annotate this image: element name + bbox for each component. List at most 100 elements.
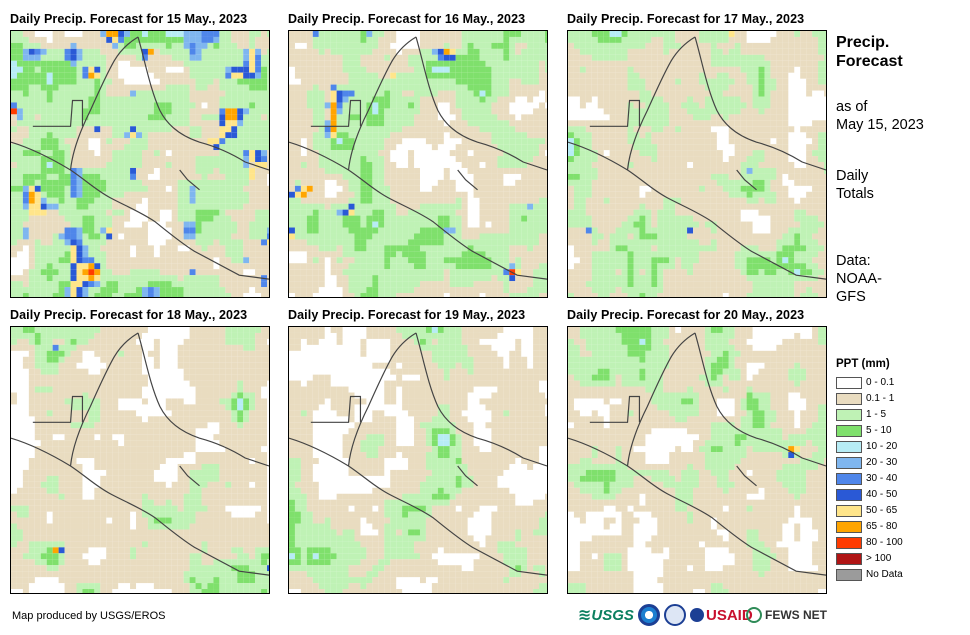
precip-cell: [289, 281, 295, 288]
precip-cell: [639, 48, 646, 55]
precip-cell: [124, 108, 131, 115]
precip-cell: [503, 203, 510, 210]
precip-cell: [189, 239, 196, 246]
precip-cell: [764, 114, 771, 121]
precip-cell: [573, 72, 580, 79]
precip-cell: [243, 156, 250, 163]
precip-cell: [28, 263, 35, 270]
precip-cell: [657, 156, 664, 163]
precip-cell: [663, 203, 670, 210]
precip-cell: [527, 84, 534, 91]
precip-cell: [479, 102, 486, 109]
precip-cell: [728, 42, 735, 49]
precip-cell: [734, 156, 741, 163]
precip-cell: [621, 215, 628, 222]
precip-cell: [408, 102, 415, 109]
precip-cell: [112, 120, 119, 127]
precip-cell: [384, 120, 391, 127]
precip-cell: [153, 257, 160, 264]
precip-cell: [402, 275, 409, 282]
precip-cell: [40, 36, 47, 43]
precip-cell: [776, 42, 783, 49]
precip-cell: [336, 114, 343, 121]
precip-cell: [360, 173, 367, 180]
precip-cell: [165, 54, 172, 61]
precip-cell: [437, 239, 444, 246]
precip-cell: [330, 36, 337, 43]
precip-cell: [609, 126, 616, 133]
precip-cell: [267, 42, 269, 49]
precip-cell: [782, 167, 789, 174]
precip-cell: [112, 114, 119, 121]
precip-cell: [130, 60, 137, 67]
precip-cell: [141, 227, 148, 234]
precip-cell: [16, 42, 23, 49]
precip-cell: [16, 144, 23, 151]
precip-cell: [585, 167, 592, 174]
precip-cell: [521, 54, 528, 61]
precip-cell: [306, 31, 313, 37]
precip-cell: [521, 84, 528, 91]
precip-cell: [414, 120, 420, 127]
precip-cell: [818, 144, 825, 151]
precip-cell: [348, 120, 355, 127]
precip-cell: [70, 156, 77, 163]
precip-cell: [136, 227, 142, 234]
precip-cell: [651, 54, 658, 61]
panel-title-6: Daily Precip. Forecast for 20 May., 2023: [567, 308, 805, 322]
precip-cell: [722, 191, 729, 198]
precip-cell: [177, 42, 184, 49]
precip-cell: [728, 48, 735, 55]
precip-cell: [118, 120, 125, 127]
precip-cell: [231, 36, 238, 43]
precip-cell: [64, 221, 71, 228]
precip-cell: [515, 162, 522, 168]
precip-cell: [503, 138, 510, 145]
precip-cell: [201, 179, 208, 186]
precip-cell: [58, 227, 65, 234]
precip-cell: [70, 191, 77, 198]
precip-cell: [46, 78, 53, 85]
precip-cell: [591, 209, 598, 216]
precip-cell: [479, 257, 486, 264]
precip-cell: [300, 36, 307, 43]
precip-cell: [106, 275, 113, 282]
precip-cell: [300, 239, 307, 246]
precip-cell: [165, 114, 172, 121]
precip-cell: [372, 257, 379, 264]
precip-cell: [603, 209, 610, 216]
precip-cell: [100, 108, 107, 115]
precip-cell: [651, 156, 658, 163]
precip-cell: [294, 132, 301, 139]
precip-cell: [545, 78, 547, 85]
precip-cell: [497, 275, 504, 282]
precip-cell: [390, 221, 397, 228]
precip-cell: [34, 233, 41, 240]
precip-cell: [34, 78, 41, 85]
precip-cell: [64, 173, 71, 180]
precip-cell: [165, 257, 172, 264]
precip-cell: [165, 132, 172, 139]
precip-cell: [378, 209, 385, 216]
precip-cell: [300, 78, 307, 85]
precip-cell: [336, 245, 343, 252]
precip-cell: [521, 221, 528, 228]
precip-cell: [177, 102, 184, 109]
precip-cell: [289, 287, 295, 294]
precip-cell: [461, 138, 468, 145]
precip-cell: [195, 275, 202, 282]
precip-cell: [461, 114, 468, 121]
precip-cell: [485, 215, 492, 222]
precip-cell: [812, 48, 819, 55]
precip-cell: [539, 120, 546, 127]
precip-cell: [663, 185, 670, 192]
precip-cell: [579, 156, 586, 163]
precip-cell: [716, 42, 723, 49]
precip-cell: [573, 42, 580, 49]
precip-cell: [621, 138, 628, 145]
precip-cell: [597, 138, 604, 145]
precip-cell: [243, 48, 250, 55]
forecast-map-3: [567, 30, 827, 298]
precip-cell: [414, 114, 420, 121]
precip-cell: [603, 96, 610, 103]
